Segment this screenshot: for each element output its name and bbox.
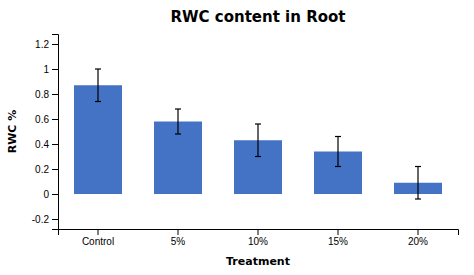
x-axis: Control 5% 10% 15% 20% [59, 229, 459, 247]
x-tick-label: Control [82, 236, 114, 247]
error-bar-stem [257, 124, 258, 157]
error-bar [335, 137, 341, 167]
error-bar-stem [337, 137, 338, 167]
y-tick: 0.4 [35, 139, 58, 150]
y-tick-mark [52, 119, 58, 120]
y-tick-label: 0 [43, 189, 49, 200]
y-tick: 0 [43, 189, 58, 200]
y-axis-title: RWC % [6, 110, 19, 154]
title: RWC content in Root [171, 8, 346, 26]
error-bar-cap [335, 136, 341, 137]
error-bar [415, 167, 421, 200]
x-tick: 20% [408, 229, 428, 247]
error-bar [95, 69, 101, 102]
y-tick-mark [52, 144, 58, 145]
y-tick-label: 0.8 [35, 89, 49, 100]
y-axis: -0.2 0 0.2 0.4 0.6 0.8 1 1.2 [32, 35, 59, 230]
marks [74, 69, 442, 199]
y-axis-line [52, 35, 59, 230]
y-tick-mark [52, 44, 58, 45]
error-bar-cap [415, 198, 421, 199]
x-tick-mark [418, 229, 419, 235]
error-bar-cap [255, 123, 261, 124]
y-tick-mark [52, 94, 58, 95]
y-tick: 0.6 [35, 114, 58, 125]
error-bar-cap [175, 133, 181, 134]
error-bar-cap [95, 101, 101, 102]
y-tick-mark [52, 169, 58, 170]
x-tick: 15% [328, 229, 348, 247]
error-bar-stem [97, 69, 98, 102]
error-bar-cap [255, 156, 261, 157]
y-tick-label: 0.6 [35, 114, 49, 125]
y-tick-label: 0.4 [35, 139, 49, 150]
error-bar [175, 109, 181, 134]
chart: Control 5% 10% 15% 20% -0.2 0 0.2 0.4 0.6 0.8 1 1.2 R… [0, 0, 474, 275]
x-tick: Control [82, 229, 114, 247]
bar [74, 85, 122, 194]
x-tick-mark [98, 229, 99, 235]
error-bar-cap [415, 166, 421, 167]
error-bar [255, 124, 261, 157]
x-tick-mark [258, 229, 259, 235]
y-tick-label: 1.2 [35, 39, 49, 50]
y-tick-label: 0.2 [35, 164, 49, 175]
error-bar-cap [175, 108, 181, 109]
y-tick-label: -0.2 [32, 214, 50, 225]
y-tick: 0.8 [35, 89, 58, 100]
x-tick-mark [178, 229, 179, 235]
x-tick-label: 5% [171, 236, 186, 247]
error-bar-cap [335, 166, 341, 167]
error-bar-stem [417, 167, 418, 200]
x-axis-title: Treatment [226, 255, 290, 268]
y-tick: 0.2 [35, 164, 58, 175]
x-tick-label: 15% [328, 236, 348, 247]
y-tick-label: 1 [43, 64, 49, 75]
y-tick: 1.2 [35, 39, 58, 50]
y-tick: -0.2 [32, 214, 58, 225]
x-axis-line [59, 230, 459, 236]
x-tick: 5% [171, 229, 186, 247]
error-bar-cap [95, 68, 101, 69]
y-tick: 1 [43, 64, 58, 75]
x-tick: 10% [248, 229, 268, 247]
x-tick-label: 10% [248, 236, 268, 247]
y-tick-mark [52, 69, 58, 70]
y-tick-mark [52, 219, 58, 220]
x-tick-label: 20% [408, 236, 428, 247]
x-tick-mark [338, 229, 339, 235]
y-tick-mark [52, 194, 58, 195]
plot: Control 5% 10% 15% 20% -0.2 0 0.2 0.4 0.6 0.8 1 1.2 [32, 35, 459, 248]
error-bar-stem [177, 109, 178, 134]
